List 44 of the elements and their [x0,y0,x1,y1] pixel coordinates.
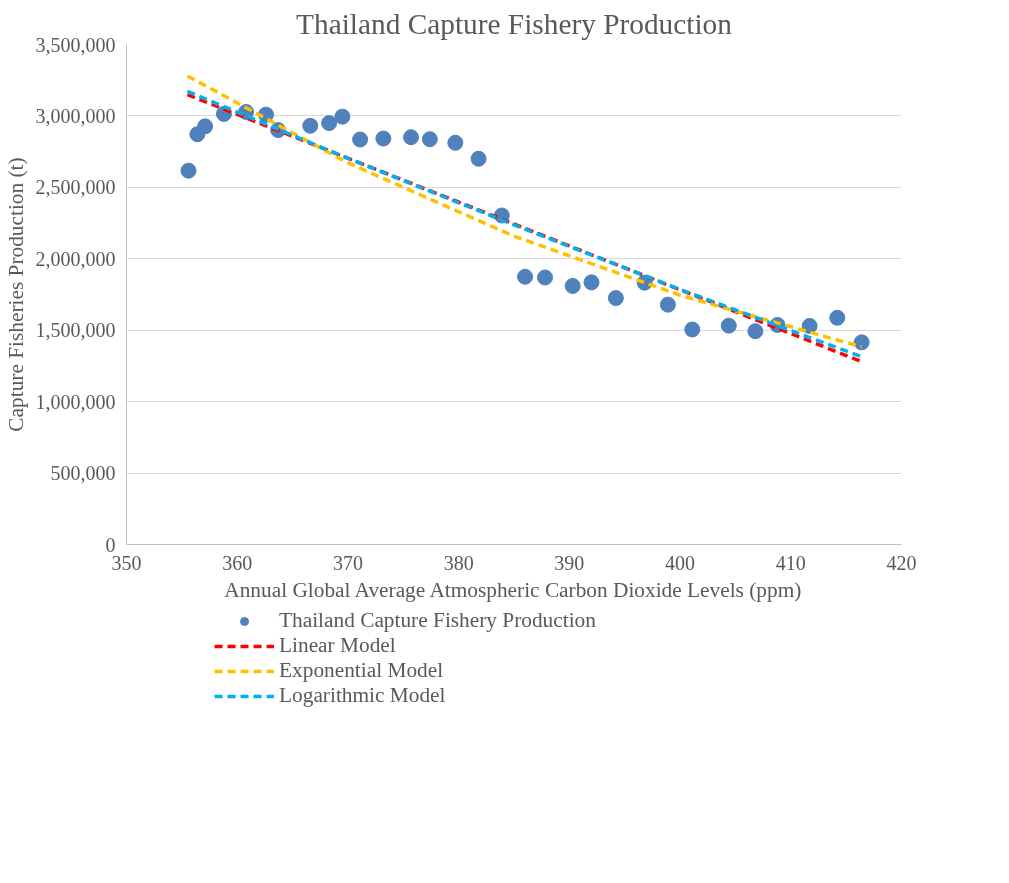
y-tick-label: 500,000 [50,462,116,485]
legend-label: Linear Model [279,633,396,658]
legend-label: Thailand Capture Fishery Production [279,608,596,633]
point [801,317,818,334]
point [321,115,338,132]
legend-label: Logarithmic Model [279,683,446,708]
point [421,131,438,148]
point [334,108,351,125]
point [747,323,764,340]
x-tick-label: 370 [332,551,363,574]
point [829,309,846,326]
point [197,118,214,135]
x-tick-label: 420 [886,551,917,574]
x-tick-label: 390 [554,551,585,574]
y-tick-label: 1,000,000 [35,390,116,413]
point [684,321,701,338]
point [853,334,870,351]
point [375,130,392,147]
y-tick-label: 1,500,000 [35,319,116,342]
point [564,277,581,294]
point [470,150,487,167]
x-tick-label: 380 [443,551,474,574]
point [607,290,624,307]
x-axis-title: Annual Global Average Atmospheric Carbon Dioxide Levels (ppm) [224,577,802,602]
point [352,131,369,148]
point [720,317,737,334]
point [180,162,197,179]
point [583,274,600,291]
point [659,296,676,313]
point [517,268,534,285]
chart-title: Thailand Capture Fishery Production [296,7,733,40]
y-tick-label: 2,000,000 [35,247,116,270]
y-tick-label: 2,500,000 [35,176,116,199]
point [403,129,420,146]
x-tick-label: 410 [775,551,806,574]
point [537,269,553,286]
point [447,134,464,151]
x-tick-label: 360 [222,551,253,574]
point [302,117,319,134]
legend-label: Exponential Model [279,658,444,683]
y-axis-title: Capture Fisheries Production (t) [3,157,28,432]
y-tick-label: 3,500,000 [35,33,116,56]
x-tick-label: 400 [665,551,696,574]
y-tick-label: 3,000,000 [35,104,116,127]
